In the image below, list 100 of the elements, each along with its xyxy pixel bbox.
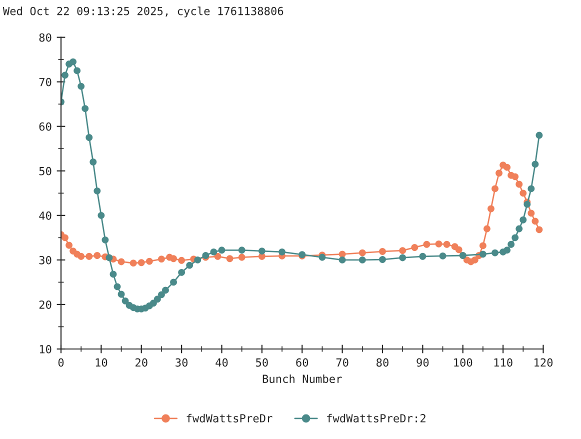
point xyxy=(492,185,498,192)
point xyxy=(379,248,386,255)
legend-label: fwdWattsPreDr xyxy=(186,414,272,422)
legend-label: fwdWattsPreDr:2 xyxy=(327,414,426,422)
point xyxy=(122,297,129,304)
y-tick-label: 10 xyxy=(40,345,52,354)
x-tick-label: 40 xyxy=(216,358,228,367)
point xyxy=(423,240,430,248)
point xyxy=(178,256,186,264)
point xyxy=(210,248,218,256)
point xyxy=(536,132,543,139)
point xyxy=(110,270,117,278)
point xyxy=(158,291,165,298)
point xyxy=(226,255,234,262)
point xyxy=(520,216,527,224)
point xyxy=(82,105,89,112)
point xyxy=(455,246,462,254)
point xyxy=(186,262,194,269)
point xyxy=(508,240,515,248)
x-tick-label: 100 xyxy=(454,358,472,367)
x-tick-label: 70 xyxy=(336,358,348,367)
point xyxy=(488,205,494,212)
point xyxy=(512,173,519,180)
point xyxy=(532,160,539,168)
point xyxy=(278,248,286,256)
point xyxy=(516,180,523,188)
point xyxy=(74,67,81,74)
point xyxy=(512,234,519,242)
x-tick-label: 10 xyxy=(96,358,108,367)
point xyxy=(214,252,222,260)
x-tick-label: 80 xyxy=(376,358,388,367)
point xyxy=(62,72,68,79)
point xyxy=(484,225,490,232)
y-tick-label: 30 xyxy=(39,256,52,264)
point xyxy=(439,252,446,260)
point xyxy=(411,244,418,251)
point xyxy=(435,240,442,248)
point xyxy=(178,268,186,276)
point xyxy=(520,190,527,197)
point xyxy=(102,236,109,244)
point xyxy=(504,164,511,171)
point xyxy=(170,278,177,286)
point xyxy=(338,256,346,264)
x-tick-label: 20 xyxy=(136,358,148,367)
point xyxy=(258,248,266,255)
point xyxy=(238,246,246,254)
point xyxy=(516,225,523,232)
point xyxy=(504,246,511,254)
point xyxy=(399,247,406,254)
point xyxy=(78,252,85,260)
point xyxy=(66,242,73,249)
point xyxy=(492,249,498,256)
point xyxy=(419,252,426,260)
point xyxy=(138,259,145,266)
point xyxy=(62,234,68,242)
point xyxy=(98,212,105,219)
point xyxy=(158,256,165,263)
x-tick-label: 120 xyxy=(534,358,553,367)
point xyxy=(496,170,503,177)
point xyxy=(528,185,535,192)
point xyxy=(238,254,246,261)
y-tick-label: 40 xyxy=(39,211,52,220)
point xyxy=(536,226,543,234)
point xyxy=(443,240,450,248)
point xyxy=(70,58,77,66)
y-tick-label: 70 xyxy=(39,78,52,86)
y-tick-label: 20 xyxy=(39,300,52,309)
x-tick-label: 0 xyxy=(58,358,64,367)
point xyxy=(532,218,539,225)
x-tick-label: 60 xyxy=(296,358,308,367)
point xyxy=(218,246,226,254)
y-tick-label: 60 xyxy=(39,122,52,131)
point xyxy=(118,290,125,298)
chart-title: Wed Oct 22 09:13:25 2025, cycle 1761138806 xyxy=(2,6,284,18)
point xyxy=(90,158,97,166)
point xyxy=(358,249,366,256)
point xyxy=(358,256,366,264)
x-axis-title: Bunch Number xyxy=(262,374,342,384)
point xyxy=(130,260,137,267)
point xyxy=(146,258,153,265)
point xyxy=(86,252,93,260)
point xyxy=(479,242,486,250)
point xyxy=(94,187,101,194)
point xyxy=(94,252,101,259)
point xyxy=(194,256,202,264)
point xyxy=(479,250,486,258)
point xyxy=(170,255,177,262)
point xyxy=(86,134,93,141)
point xyxy=(162,286,169,294)
x-tick-label: 50 xyxy=(256,358,268,367)
point xyxy=(114,283,121,290)
y-tick-label: 80 xyxy=(39,33,52,42)
point xyxy=(379,256,386,263)
point xyxy=(471,256,478,264)
point xyxy=(118,258,125,266)
x-tick-label: 30 xyxy=(176,358,188,367)
x-tick-label: 110 xyxy=(494,358,512,367)
point xyxy=(106,254,113,262)
point xyxy=(528,210,535,217)
point xyxy=(154,296,161,303)
